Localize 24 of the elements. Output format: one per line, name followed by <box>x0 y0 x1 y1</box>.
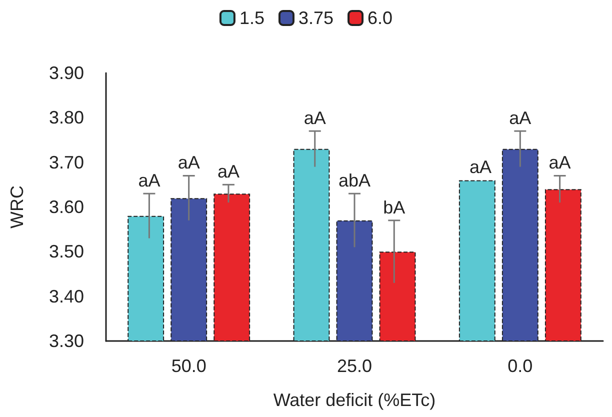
data-label: aA <box>138 170 160 191</box>
data-label: aA <box>217 162 240 182</box>
data-label: abA <box>338 170 371 191</box>
y-tick-label: 3.30 <box>48 331 84 351</box>
legend-label: 3.75 <box>298 8 334 28</box>
x-axis-title: Water deficit (%ETc) <box>273 390 436 410</box>
y-tick-label: 3.70 <box>48 152 84 172</box>
y-axis-title: WRC <box>7 186 27 228</box>
x-tick-label: 0.0 <box>508 356 533 376</box>
data-label: bA <box>383 197 406 218</box>
legend-label: 1.5 <box>239 8 264 28</box>
x-tick-label: 50.0 <box>171 356 206 376</box>
x-tick-label: 25.0 <box>336 356 372 376</box>
data-label: aA <box>470 157 492 178</box>
data-label: aA <box>178 152 200 173</box>
y-tick-label: 3.60 <box>48 197 84 217</box>
legend-label: 6.0 <box>368 8 393 28</box>
y-tick-label: 3.50 <box>48 242 84 262</box>
y-tick-label: 3.90 <box>48 63 84 83</box>
data-label: aA <box>509 108 532 128</box>
data-label: aA <box>548 152 571 173</box>
y-tick-label: 3.80 <box>48 108 84 128</box>
y-tick-label: 3.40 <box>48 286 84 306</box>
data-label: aA <box>304 108 326 128</box>
